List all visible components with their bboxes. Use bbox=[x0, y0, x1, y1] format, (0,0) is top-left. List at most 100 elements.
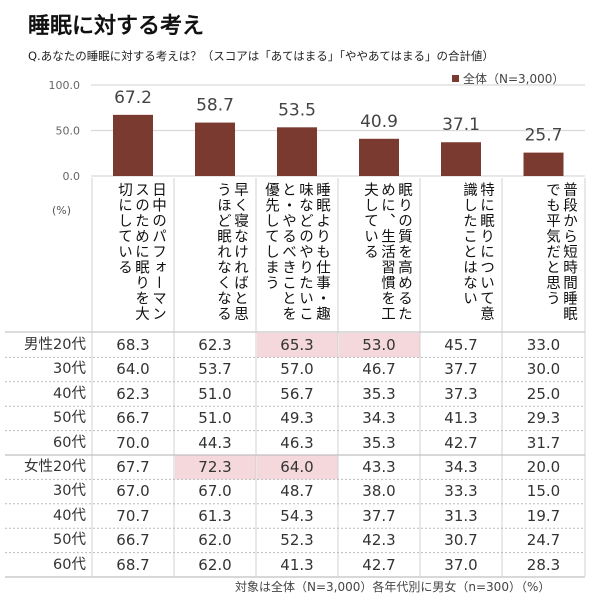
table-cell: 72.3 bbox=[198, 458, 232, 476]
table-cell: 62.0 bbox=[198, 555, 232, 574]
table-cell: 30.0 bbox=[526, 360, 561, 379]
table-cell: 30.7 bbox=[444, 531, 478, 550]
y-axis-unit: (%) bbox=[52, 204, 72, 217]
category-label: 特に眠りについて意識したことはない bbox=[461, 182, 494, 322]
table-cell: 29.3 bbox=[526, 409, 561, 428]
table-cell: 51.0 bbox=[198, 409, 232, 428]
bar bbox=[441, 142, 481, 176]
table-cell: 33.0 bbox=[526, 336, 561, 354]
table-cell: 43.3 bbox=[362, 458, 396, 476]
table-cell: 62.0 bbox=[198, 531, 232, 550]
category-label: 睡眠よりも仕事・趣味などのやりたいこと・やるべきことを優先してしまう bbox=[263, 182, 330, 322]
table-cell: 35.3 bbox=[362, 433, 396, 452]
table-cell: 46.7 bbox=[362, 360, 396, 379]
table-cell: 28.3 bbox=[526, 555, 561, 574]
table-cell: 34.3 bbox=[362, 409, 396, 428]
bar bbox=[195, 122, 235, 176]
table-cell: 37.7 bbox=[444, 360, 478, 379]
table-cell: 37.7 bbox=[362, 506, 396, 525]
highlight-cell bbox=[175, 455, 256, 480]
row-label: 60代 bbox=[53, 556, 86, 573]
table-cell: 35.3 bbox=[362, 384, 396, 403]
table-cell: 51.0 bbox=[198, 384, 232, 403]
y-tick-label: 100.0 bbox=[49, 79, 81, 92]
table-cell: 67.7 bbox=[116, 458, 150, 476]
table-cell: 65.3 bbox=[280, 336, 314, 354]
row-label: 50代 bbox=[53, 532, 86, 549]
bar bbox=[113, 114, 153, 176]
table-cell: 61.3 bbox=[198, 506, 232, 525]
row-label: 30代 bbox=[53, 483, 86, 500]
table-cell: 42.7 bbox=[444, 433, 478, 452]
table-cell: 42.7 bbox=[362, 555, 396, 574]
table-cell: 53.0 bbox=[362, 336, 396, 354]
row-label: 40代 bbox=[53, 507, 86, 524]
table-cell: 53.7 bbox=[198, 360, 232, 379]
table-cell: 37.0 bbox=[444, 555, 478, 574]
row-label: 50代 bbox=[53, 410, 86, 427]
table-cell: 62.3 bbox=[116, 384, 150, 403]
table-cell: 67.0 bbox=[198, 482, 232, 501]
table-cell: 33.3 bbox=[444, 482, 478, 501]
table-cell: 57.0 bbox=[280, 360, 314, 379]
table-cell: 48.7 bbox=[280, 482, 314, 501]
data-label: 58.7 bbox=[196, 96, 234, 116]
table-cell: 56.7 bbox=[280, 384, 314, 403]
legend: 全体（N=3,000） bbox=[452, 70, 564, 87]
row-label: 30代 bbox=[53, 361, 86, 378]
table-cell: 20.0 bbox=[526, 458, 561, 476]
table-cell: 41.3 bbox=[280, 555, 314, 574]
data-label: 67.2 bbox=[114, 88, 152, 108]
row-label: 女性20代 bbox=[24, 459, 86, 475]
highlight-cell bbox=[257, 333, 338, 358]
table-cell: 15.0 bbox=[526, 482, 561, 501]
footnote: 対象は全体（N=3,000）各年代別に男女（n=300）（%） bbox=[235, 580, 551, 594]
table-cell: 41.3 bbox=[444, 409, 478, 428]
row-label: 40代 bbox=[53, 385, 86, 402]
data-label: 40.9 bbox=[360, 112, 398, 132]
bar bbox=[523, 152, 564, 176]
table-cell: 34.3 bbox=[444, 458, 478, 476]
table-cell: 19.7 bbox=[526, 506, 561, 525]
y-tick-label: 0.0 bbox=[63, 170, 81, 183]
table-cell: 64.0 bbox=[280, 458, 314, 476]
table-cell: 46.3 bbox=[280, 433, 314, 452]
table-cell: 42.3 bbox=[362, 531, 396, 550]
chart-title: 睡眠に対する考え bbox=[28, 14, 205, 39]
category-label: 眠りの質を高めるために、生活習慣を工夫している bbox=[362, 182, 412, 322]
table-cell: 37.3 bbox=[444, 384, 478, 403]
category-label: 普段から短時間睡眠でも平気だと思う bbox=[544, 182, 577, 322]
table-cell: 25.0 bbox=[526, 384, 561, 403]
chart-subtitle: Q.あなたの睡眠に対する考えは？（スコアは「あてはまる」「ややあてはまる」の合計… bbox=[28, 49, 495, 63]
table-cell: 38.0 bbox=[362, 482, 396, 501]
category-label: 日中のパフォーマンスのために眠りを大切にしている bbox=[116, 182, 166, 322]
data-label: 25.7 bbox=[525, 126, 563, 146]
table-cell: 66.7 bbox=[116, 409, 150, 428]
table-cell: 49.3 bbox=[280, 409, 314, 428]
table-cell: 66.7 bbox=[116, 531, 150, 550]
y-tick-label: 50.0 bbox=[56, 125, 81, 138]
data-label: 53.5 bbox=[278, 100, 316, 120]
bar bbox=[277, 127, 317, 176]
table-cell: 64.0 bbox=[116, 360, 150, 379]
highlight-cell bbox=[339, 333, 420, 358]
table-cell: 31.7 bbox=[526, 433, 561, 452]
table-cell: 31.3 bbox=[444, 506, 478, 525]
table-cell: 24.7 bbox=[526, 531, 561, 550]
table-cell: 67.0 bbox=[116, 482, 150, 501]
table-cell: 52.3 bbox=[280, 531, 314, 550]
category-label: 早く寝なければと思うほど眠れなくなる bbox=[215, 182, 248, 322]
table-cell: 68.3 bbox=[116, 336, 150, 354]
table-cell: 70.7 bbox=[116, 506, 150, 525]
data-label: 37.1 bbox=[442, 115, 480, 135]
legend-label: 全体（N=3,000） bbox=[463, 72, 565, 86]
row-label: 男性20代 bbox=[24, 337, 86, 353]
table-cell: 45.7 bbox=[444, 336, 478, 354]
row-label: 60代 bbox=[53, 434, 86, 451]
table-cell: 54.3 bbox=[280, 506, 314, 525]
table-cell: 68.7 bbox=[116, 555, 150, 574]
bar bbox=[359, 138, 399, 176]
legend-swatch bbox=[452, 75, 459, 82]
